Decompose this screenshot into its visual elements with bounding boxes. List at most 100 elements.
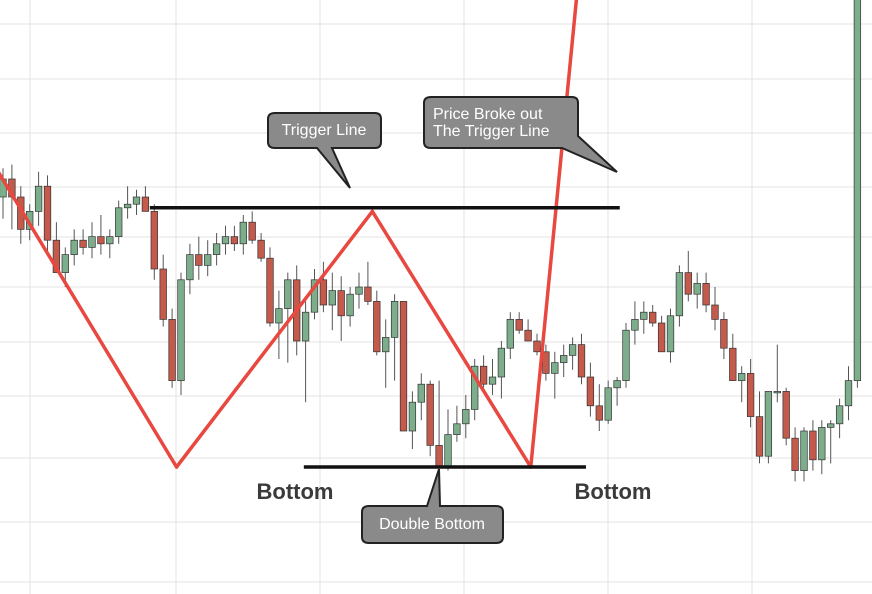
pattern-line-downtrend: [0, 171, 179, 469]
candle-down: [435, 445, 443, 468]
candle-up: [284, 279, 292, 309]
candle-up: [275, 308, 283, 324]
double-bottom-callout: Double Bottom: [361, 468, 504, 544]
candle-up: [132, 196, 141, 205]
candle-up: [88, 236, 96, 248]
candle-up: [177, 279, 185, 381]
trigger-line-callout: Trigger Line: [267, 112, 382, 189]
candle-up: [221, 236, 230, 245]
candle-up: [551, 362, 559, 374]
candle-up: [853, 0, 862, 381]
candle-up: [61, 254, 69, 273]
candle-down: [791, 437, 799, 471]
candle-down: [657, 322, 666, 353]
candle-up: [604, 387, 612, 421]
candle-down: [373, 301, 381, 353]
candle-up: [818, 427, 826, 461]
candle-up: [186, 254, 194, 281]
candle-up: [827, 423, 835, 428]
candle-up: [346, 293, 354, 317]
candle-up: [417, 383, 425, 403]
candle-up: [560, 355, 568, 363]
candle-down: [248, 221, 256, 241]
candle-up: [444, 434, 452, 468]
candle-down: [524, 329, 532, 342]
candle-down: [230, 236, 239, 245]
candle-down: [729, 347, 737, 381]
double-bottom-callout-bubble: [361, 468, 504, 544]
candle-up: [355, 286, 363, 295]
candle-down: [809, 430, 817, 461]
candle-up: [773, 391, 781, 394]
candle-down: [542, 351, 550, 374]
candle-up: [738, 373, 746, 381]
candle-up: [613, 380, 621, 389]
candle-down: [399, 301, 408, 432]
candle-up: [800, 430, 808, 471]
candle-down: [711, 304, 719, 320]
pattern-line-breakout: [529, 0, 579, 469]
candle-down: [426, 383, 434, 446]
candle-down: [364, 286, 372, 302]
candle-up: [123, 203, 132, 209]
candle-up: [764, 391, 773, 457]
candle-down: [702, 283, 710, 306]
candle-up: [70, 239, 78, 255]
candle-up: [106, 236, 114, 245]
breakout-callout-line2: The Trigger Line: [433, 123, 550, 140]
candle-up: [390, 301, 399, 338]
bottom-label-right: Bottom: [575, 479, 652, 504]
pattern-line-rally: [174, 209, 375, 469]
candle-up: [462, 409, 470, 425]
candle-up: [301, 311, 310, 342]
candle-up: [408, 401, 417, 432]
candle-up: [640, 311, 648, 320]
candlesticks: [0, 0, 862, 482]
candle-down: [755, 416, 764, 457]
candle-up: [204, 254, 212, 266]
pattern-lines: [0, 0, 579, 469]
candle-up: [310, 279, 319, 313]
candle-down: [782, 391, 790, 439]
candle-down: [720, 319, 728, 349]
candle-down: [595, 405, 603, 421]
candle-down: [577, 344, 586, 378]
candle-up: [844, 380, 853, 407]
candle-down: [266, 257, 274, 324]
candle-up: [212, 243, 221, 255]
breakout-callout-bubble: [423, 96, 618, 173]
candle-down: [52, 239, 61, 273]
candle-down: [319, 279, 328, 306]
candle-up: [471, 365, 479, 410]
candle-up: [506, 319, 514, 349]
candle-down: [195, 254, 203, 266]
candle-up: [453, 423, 461, 435]
trigger-callout-text: Trigger Line: [282, 122, 367, 139]
candle-up: [568, 344, 577, 356]
candle-up: [34, 185, 43, 212]
candle-up: [382, 337, 390, 353]
candle-up: [693, 283, 701, 295]
candle-down: [257, 239, 265, 259]
candle-up: [666, 315, 675, 353]
breakout-callout-line1: Price Broke out: [433, 106, 543, 123]
breakout-callout: Price Broke out The Trigger Line: [423, 96, 618, 173]
pattern-line-decline: [370, 209, 533, 469]
candle-down: [97, 236, 105, 245]
candle-down: [586, 376, 595, 407]
candle-down: [159, 268, 167, 320]
candle-up: [115, 207, 123, 237]
candle-down: [649, 311, 657, 324]
candle-up: [835, 405, 844, 425]
candle-down: [337, 290, 345, 317]
candle-up: [328, 290, 336, 306]
candle-down: [684, 272, 692, 295]
candle-up: [631, 319, 639, 331]
bottom-label-left: Bottom: [257, 479, 334, 504]
candle-up: [497, 347, 506, 378]
candle-up: [675, 272, 684, 317]
candle-down: [150, 211, 158, 270]
candle-down: [479, 365, 488, 385]
